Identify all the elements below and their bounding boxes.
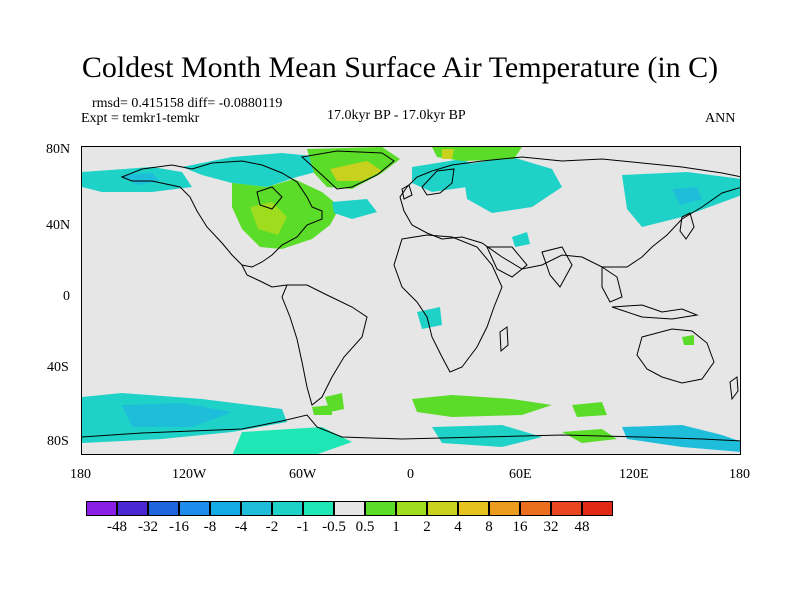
anomaly-patch-atlantic-cool	[332, 199, 377, 219]
legend-swatch-1	[86, 501, 117, 516]
period-text: 17.0kyr BP - 17.0kyr BP	[327, 108, 466, 123]
anomaly-patch-north-america-warm	[232, 179, 340, 249]
legend-swatch-4	[179, 501, 210, 516]
coastline-australia	[636, 328, 715, 384]
anomaly-patch-antarctic-warm	[312, 405, 332, 415]
anomaly-patch-kamchatka-cool	[672, 187, 702, 205]
anomaly-patch-arctic-yellow	[442, 149, 454, 159]
anomaly-patch-central-asia-cool	[512, 232, 530, 247]
legend-swatch-8	[303, 501, 334, 516]
map-svg	[82, 147, 740, 454]
anomaly-patch-africa-cool	[417, 307, 442, 329]
legend-swatch-13	[458, 501, 489, 516]
legend-label-4: -8	[203, 519, 217, 535]
lat-label-40n: 40N	[46, 218, 71, 233]
legend-swatch-17	[582, 501, 613, 516]
coastline-south-america	[281, 284, 368, 406]
experiment-text: Expt = temkr1-temkr	[81, 111, 200, 126]
lon-label-120w: 120W	[172, 467, 207, 482]
legend-swatch-3	[148, 501, 179, 516]
anomaly-patch-southern-ocean-cool2	[122, 403, 232, 427]
legend-label-9: 0.5	[355, 519, 375, 535]
legend-label-1: -48	[107, 519, 127, 535]
coastline-se-asia	[601, 266, 623, 303]
legend-label-14: 16	[512, 519, 528, 535]
coastline-hudson-bay	[256, 186, 283, 210]
legend-label-15: 32	[543, 519, 559, 535]
legend-swatch-15	[520, 501, 551, 516]
anomaly-patch-greenland-yellow	[330, 161, 382, 181]
legend-swatch-5	[210, 501, 241, 516]
legend-label-10: 1	[392, 519, 400, 535]
coastline-north-america	[120, 160, 323, 268]
lon-label-60w: 60W	[289, 467, 317, 482]
anomaly-patch-antarctic-cool2	[432, 425, 542, 447]
coastline-antarctica	[82, 414, 740, 442]
coastline-arabia	[486, 246, 528, 278]
anomaly-patch-australia-warm	[682, 335, 694, 345]
anomaly-fields	[82, 147, 740, 454]
lon-label-180w: 180	[70, 467, 91, 482]
season-text: ANN	[705, 111, 736, 126]
plot-title: Coldest Month Mean Surface Air Temperatu…	[81, 51, 719, 84]
lat-label-40s: 40S	[47, 360, 69, 375]
legend-label-8: -0.5	[322, 519, 346, 535]
coastline-indonesia	[611, 304, 699, 320]
lat-label-0: 0	[63, 289, 70, 304]
legend-swatch-11	[396, 501, 427, 516]
coastline-uk	[401, 184, 413, 200]
legend-swatch-10	[365, 501, 396, 516]
lat-label-80s: 80S	[47, 434, 69, 449]
world-map	[81, 146, 741, 455]
legend-swatch-14	[489, 501, 520, 516]
lat-label-80n: 80N	[46, 142, 71, 157]
anomaly-patch-alaska-cool	[122, 173, 160, 185]
legend-swatch-12	[427, 501, 458, 516]
anomaly-patch-southern-ocean-warm	[412, 395, 552, 417]
legend-swatch-16	[551, 501, 582, 516]
legend-label-5: -4	[234, 519, 248, 535]
coastlines	[82, 150, 740, 442]
legend-label-11: 2	[423, 519, 431, 535]
rmsd-diff-text: rmsd= 0.415158 diff= -0.0880119	[92, 96, 283, 111]
legend-swatch-6	[241, 501, 272, 516]
anomaly-patch-north-america-cool	[182, 153, 327, 187]
coastline-scandinavia	[421, 168, 455, 196]
coastline-africa	[393, 234, 503, 373]
legend-swatch-7	[272, 501, 303, 516]
anomaly-patch-siberia-cool	[462, 157, 562, 213]
legend-swatch-9	[334, 501, 365, 516]
legend-swatch-2	[117, 501, 148, 516]
lon-label-0: 0	[407, 467, 414, 482]
legend-label-3: -16	[169, 519, 189, 535]
legend-label-7: -1	[296, 519, 310, 535]
coastline-eurasia	[399, 156, 740, 270]
legend-label-13: 8	[485, 519, 493, 535]
coastline-gulf-of-mexico	[241, 264, 288, 288]
coastline-madagascar	[499, 326, 509, 353]
legend-label-12: 4	[454, 519, 462, 535]
coastline-greenland	[300, 150, 395, 190]
legend-label-16: 48	[574, 519, 590, 535]
coastline-new-zealand	[729, 376, 739, 401]
lon-label-60e: 60E	[509, 467, 532, 482]
legend-label-2: -32	[138, 519, 158, 535]
coastline-japan	[679, 212, 695, 240]
anomaly-patch-southern-ocean-warm2	[572, 402, 607, 417]
anomaly-patch-arctic-warm	[432, 147, 522, 161]
lon-label-180e: 180	[729, 467, 750, 482]
anomaly-patch-north-america-warm2	[250, 202, 287, 235]
legend-label-6: -2	[265, 519, 279, 535]
coastline-india	[541, 246, 573, 288]
lon-label-120e: 120E	[619, 467, 649, 482]
anomaly-patch-antarctic-cool	[232, 427, 352, 454]
